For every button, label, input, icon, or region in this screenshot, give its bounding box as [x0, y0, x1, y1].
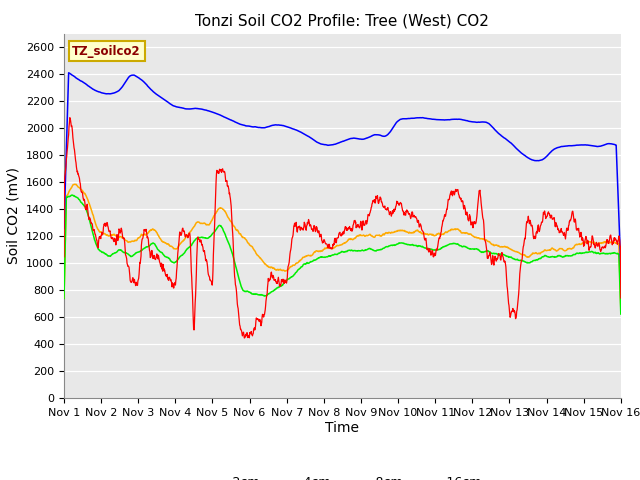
X-axis label: Time: Time: [325, 421, 360, 435]
Title: Tonzi Soil CO2 Profile: Tree (West) CO2: Tonzi Soil CO2 Profile: Tree (West) CO2: [195, 13, 490, 28]
Text: TZ_soilco2: TZ_soilco2: [72, 45, 141, 58]
Legend: -2cm, -4cm, -8cm, -16cm: -2cm, -4cm, -8cm, -16cm: [198, 471, 487, 480]
Y-axis label: Soil CO2 (mV): Soil CO2 (mV): [6, 168, 20, 264]
